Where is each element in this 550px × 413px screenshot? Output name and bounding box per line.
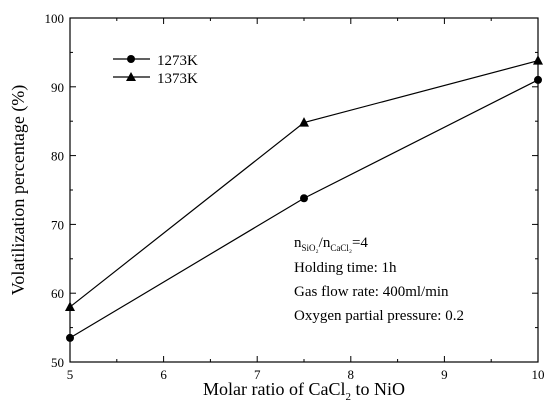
- annotation-oxygen: Oxygen partial pressure: 0.2: [294, 308, 464, 324]
- series-layer: [65, 55, 543, 342]
- x-tick-label: 7: [254, 367, 261, 382]
- legend-marker-circle: [127, 55, 135, 63]
- data-point-1273k: [300, 194, 308, 203]
- y-axis-label: Volatilization percentage (%): [8, 85, 29, 296]
- legend: 1273K 1373K: [113, 53, 198, 87]
- y-tick-label: 70: [51, 217, 64, 232]
- x-axis-label-post: to NiO: [351, 379, 405, 399]
- ratio-sub-sio2: SiO₂: [302, 243, 319, 253]
- data-point-1373k: [65, 301, 75, 311]
- x-tick-label: 5: [67, 367, 74, 382]
- data-point-1273k: [66, 333, 74, 342]
- annotation-gas-flow: Gas flow rate: 400ml/min: [294, 284, 449, 300]
- ratio-sep: /n: [319, 235, 331, 251]
- legend-marker-triangle: [126, 72, 136, 81]
- x-axis-label-sub: 2: [345, 391, 351, 403]
- x-axis-label: Molar ratio of CaCl2 to NiO: [203, 379, 405, 403]
- y-tick-label: 90: [51, 80, 64, 95]
- y-tick-label: 60: [51, 286, 64, 301]
- data-point-1373k: [533, 55, 543, 65]
- ratio-sub-cacl2: CaCl₂: [330, 243, 352, 253]
- data-point-1373k: [299, 117, 309, 127]
- y-tick-label: 80: [51, 149, 64, 164]
- legend-label-1273k: 1273K: [157, 53, 198, 69]
- ratio-value: =4: [352, 235, 368, 251]
- x-axis-label-pre: Molar ratio of CaCl: [203, 379, 345, 399]
- x-tick-label: 9: [441, 367, 448, 382]
- y-tick-label: 50: [51, 355, 64, 370]
- legend-label-1373k: 1373K: [157, 71, 198, 87]
- annotation-holding-time: Holding time: 1h: [294, 260, 397, 276]
- x-tick-label: 6: [160, 367, 167, 382]
- x-tick-label: 8: [348, 367, 355, 382]
- axis-ticks: 5 6 7 8 9 10 50 60 70 80 90 100: [45, 11, 545, 382]
- ratio-n1: n: [294, 235, 302, 251]
- y-tick-label: 100: [45, 11, 65, 26]
- annotation-block: nSiO₂/nCaCl₂=4 Holding time: 1h Gas flow…: [294, 235, 464, 324]
- data-point-1273k: [534, 75, 542, 84]
- x-tick-label: 10: [532, 367, 545, 382]
- annotation-ratio: nSiO₂/nCaCl₂=4: [294, 235, 368, 253]
